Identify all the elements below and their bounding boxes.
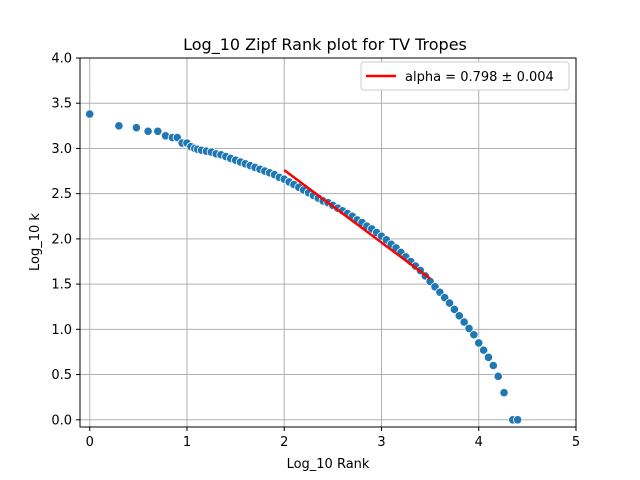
x-tick-label: 1 [183,435,191,450]
y-tick-label: 3.5 [51,97,72,112]
data-point [499,388,509,398]
data-point [114,121,124,131]
plot-area: 0 1 2 3 4 5 0.0 0.5 1.0 1.5 2.0 2.5 3.0 3.5 4.0 [51,52,580,451]
data-point [483,352,494,362]
y-axis-label: Log_10 k [28,213,43,271]
x-axis-label: Log_10 Rank [287,457,370,472]
data-point [131,123,142,133]
y-tick-label: 2.0 [51,232,72,247]
data-point [493,371,503,381]
data-point [85,109,95,119]
y-tick-label: 1.5 [51,278,72,293]
y-tick-label: 0.5 [51,368,72,383]
legend-box [360,61,570,91]
y-tick-label: 4.0 [51,52,72,67]
data-point [444,298,455,308]
y-tick-label: 1.0 [51,323,72,338]
legend-label: alpha = 0.798 ± 0.004 [405,70,554,85]
x-tick-label: 5 [572,435,580,450]
axes-frame [79,57,577,428]
data-point [474,338,484,348]
fit-line [283,169,431,280]
data-point [469,330,479,340]
data-point [449,304,460,315]
y-tick-label: 3.0 [51,142,72,157]
y-tick-label: 0.0 [51,413,72,428]
chart-title: Log_10 Zipf Rank plot for TV Tropes [183,35,467,55]
data-point [153,126,163,136]
x-tick-label: 0 [86,435,94,450]
data-point [459,317,469,327]
x-tick-label: 3 [377,435,385,450]
legend: alpha = 0.798 ± 0.004 [360,61,570,91]
data-point [454,311,464,321]
data-point [464,323,474,334]
x-tick-label: 4 [475,435,483,450]
x-tick-label: 2 [280,435,288,450]
data-point [488,360,498,371]
data-point [513,415,523,425]
data-point [479,345,489,355]
data-point [143,126,153,136]
y-tick-label: 2.5 [51,187,72,202]
